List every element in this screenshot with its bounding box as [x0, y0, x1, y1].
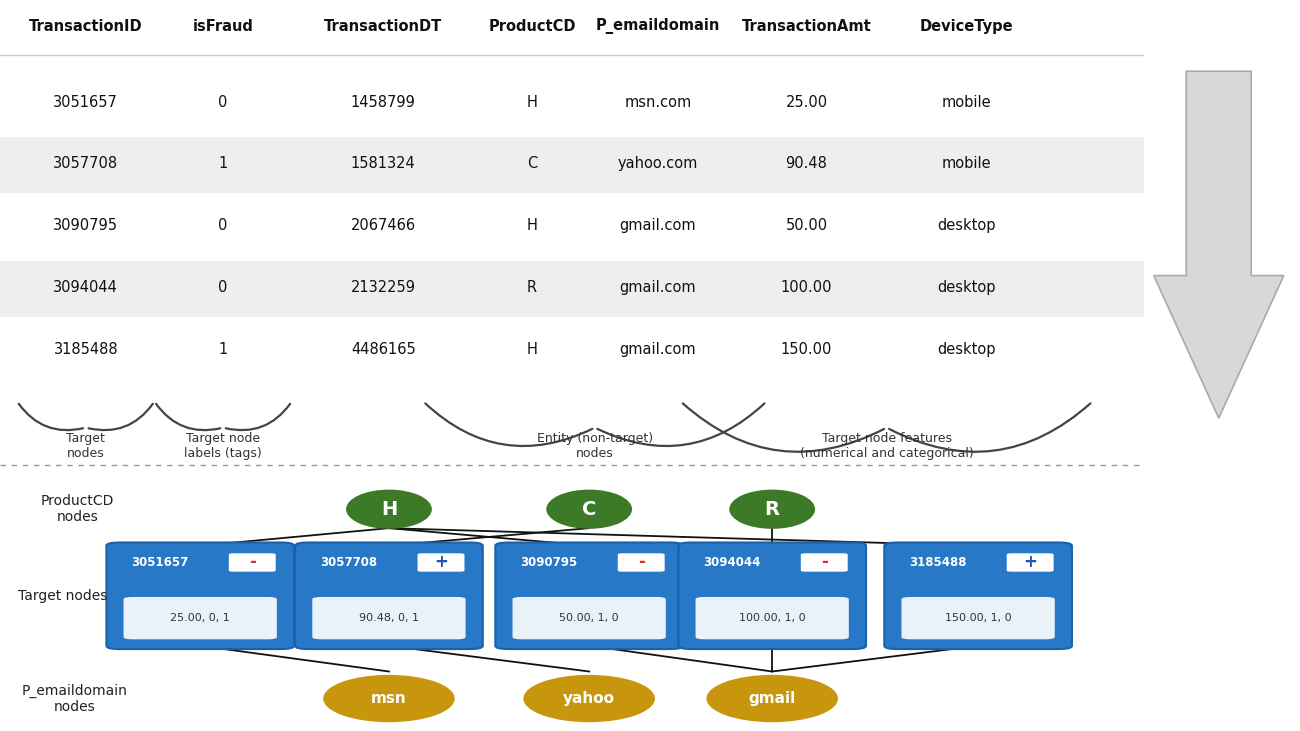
FancyBboxPatch shape	[312, 597, 465, 640]
Text: 3051657: 3051657	[131, 556, 188, 569]
Text: H: H	[526, 218, 537, 233]
Text: yahoo.com: yahoo.com	[618, 156, 698, 172]
Text: 2067466: 2067466	[351, 218, 416, 233]
Text: 1: 1	[218, 341, 227, 357]
FancyBboxPatch shape	[679, 542, 866, 649]
Ellipse shape	[706, 675, 838, 722]
Text: +: +	[434, 553, 448, 572]
Text: Target node
labels (tags): Target node labels (tags)	[185, 433, 263, 461]
Text: gmail.com: gmail.com	[620, 218, 696, 233]
Text: TransactionDT: TransactionDT	[324, 18, 442, 34]
Text: 3090795: 3090795	[53, 218, 118, 233]
Text: ProductCD: ProductCD	[489, 18, 576, 34]
Text: 3094044: 3094044	[703, 556, 760, 569]
Text: 50.00, 1, 0: 50.00, 1, 0	[559, 613, 619, 623]
Text: 2132259: 2132259	[351, 280, 416, 295]
Polygon shape	[1154, 72, 1284, 418]
Text: 3090795: 3090795	[520, 556, 577, 569]
Ellipse shape	[546, 490, 632, 529]
Text: -: -	[638, 553, 645, 572]
Text: yahoo: yahoo	[563, 691, 615, 706]
Text: isFraud: isFraud	[192, 18, 254, 34]
Text: TransactionID: TransactionID	[29, 18, 143, 34]
Text: H: H	[381, 500, 396, 519]
Ellipse shape	[524, 675, 655, 722]
Text: 0: 0	[218, 218, 227, 233]
Text: desktop: desktop	[937, 218, 996, 233]
Text: H: H	[526, 341, 537, 357]
Ellipse shape	[324, 675, 455, 722]
FancyBboxPatch shape	[295, 542, 482, 649]
Text: ProductCD
nodes: ProductCD nodes	[42, 494, 114, 524]
Text: Entity (non-target)
nodes: Entity (non-target) nodes	[537, 433, 653, 461]
Text: 90.48, 0, 1: 90.48, 0, 1	[359, 613, 419, 623]
Text: 3185488: 3185488	[910, 556, 967, 569]
Text: -: -	[248, 553, 256, 572]
Text: -: -	[820, 553, 828, 572]
Text: 4486165: 4486165	[351, 341, 416, 357]
Text: C: C	[526, 156, 537, 172]
FancyBboxPatch shape	[229, 553, 276, 572]
Text: Target nodes: Target nodes	[18, 588, 108, 603]
FancyBboxPatch shape	[901, 597, 1054, 640]
Text: 1581324: 1581324	[351, 156, 416, 172]
Text: 3185488: 3185488	[53, 341, 118, 357]
Text: desktop: desktop	[937, 280, 996, 295]
FancyBboxPatch shape	[884, 542, 1072, 649]
Text: 100.00, 1, 0: 100.00, 1, 0	[738, 613, 806, 623]
Ellipse shape	[346, 490, 432, 529]
FancyBboxPatch shape	[495, 542, 682, 649]
FancyBboxPatch shape	[801, 553, 848, 572]
Text: 0: 0	[218, 280, 227, 295]
Text: 3094044: 3094044	[53, 280, 118, 295]
Text: P_emaildomain
nodes: P_emaildomain nodes	[21, 683, 127, 713]
FancyBboxPatch shape	[512, 597, 666, 640]
Text: 25.00, 0, 1: 25.00, 0, 1	[170, 613, 230, 623]
FancyBboxPatch shape	[0, 261, 1144, 317]
FancyBboxPatch shape	[618, 553, 664, 572]
FancyBboxPatch shape	[124, 597, 277, 640]
Text: 1: 1	[218, 156, 227, 172]
Text: 50.00: 50.00	[785, 218, 828, 233]
FancyBboxPatch shape	[696, 597, 849, 640]
Text: H: H	[526, 94, 537, 110]
Text: mobile: mobile	[942, 94, 992, 110]
Text: 0: 0	[218, 94, 227, 110]
Text: 90.48: 90.48	[785, 156, 828, 172]
Text: desktop: desktop	[937, 341, 996, 357]
FancyBboxPatch shape	[417, 553, 464, 572]
Text: +: +	[1023, 553, 1037, 572]
Text: gmail.com: gmail.com	[620, 341, 696, 357]
Text: 1458799: 1458799	[351, 94, 416, 110]
Text: DeviceType: DeviceType	[920, 18, 1014, 34]
Text: 3057708: 3057708	[53, 156, 118, 172]
Text: msn: msn	[370, 691, 407, 706]
Text: gmail.com: gmail.com	[620, 280, 696, 295]
Text: gmail: gmail	[749, 691, 796, 706]
Text: 3057708: 3057708	[320, 556, 377, 569]
Text: Target node features
(numerical and categorical): Target node features (numerical and cate…	[800, 433, 974, 461]
Text: R: R	[526, 280, 537, 295]
FancyBboxPatch shape	[107, 542, 294, 649]
FancyBboxPatch shape	[0, 137, 1144, 194]
Text: TransactionAmt: TransactionAmt	[741, 18, 871, 34]
Ellipse shape	[729, 490, 815, 529]
Text: 150.00, 1, 0: 150.00, 1, 0	[945, 613, 1011, 623]
Text: C: C	[582, 500, 597, 519]
Text: 3051657: 3051657	[53, 94, 118, 110]
FancyBboxPatch shape	[1006, 553, 1053, 572]
Text: R: R	[764, 500, 780, 519]
Text: Target
nodes: Target nodes	[66, 433, 105, 461]
Text: 100.00: 100.00	[781, 280, 832, 295]
Text: 150.00: 150.00	[781, 341, 832, 357]
Text: P_emaildomain: P_emaildomain	[595, 18, 720, 34]
Text: 25.00: 25.00	[785, 94, 828, 110]
Text: mobile: mobile	[942, 156, 992, 172]
Text: msn.com: msn.com	[624, 94, 692, 110]
